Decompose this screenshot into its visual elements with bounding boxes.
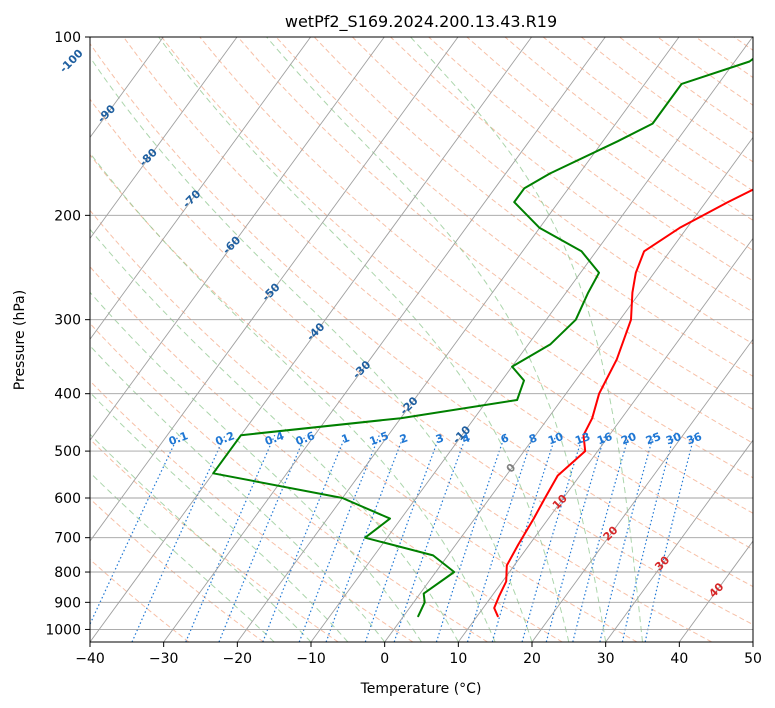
- plot-frame: [89, 36, 754, 643]
- isotherm-line: [90, 37, 385, 441]
- mixing-ratio-line: [644, 435, 695, 642]
- mixing-ratio-label: 6: [499, 431, 511, 446]
- dry-adiabat: [352, 37, 753, 345]
- mixing-ratio-label: 3: [434, 431, 446, 446]
- y-tick-label: 300: [54, 313, 81, 329]
- y-axis-label: Pressure (hPa): [12, 290, 28, 390]
- dry-adiabat: [123, 37, 753, 551]
- mixing-ratio-label: 0.4: [263, 429, 286, 448]
- y-tick-label: 800: [54, 565, 81, 581]
- mixing-ratio-label: 0.2: [214, 429, 237, 448]
- mixing-ratio-label: 1.5: [368, 429, 391, 448]
- moist-adiabat: [90, 228, 459, 642]
- temperature-line: [493, 188, 753, 618]
- isotherm-line: [457, 237, 753, 642]
- isotherm-line: [310, 37, 753, 642]
- x-tick-label: 40: [670, 651, 688, 667]
- mixing-ratio-line: [325, 434, 405, 642]
- x-tick-label: 50: [744, 651, 762, 667]
- y-tick-label: 600: [54, 491, 81, 507]
- mixing-ratio-label: 30: [664, 430, 683, 448]
- y-tick-label: 1000: [45, 622, 81, 638]
- isotherm-line: [163, 37, 606, 642]
- moist-adiabat: [90, 391, 349, 642]
- mixing-ratio-line: [364, 434, 441, 642]
- moist-adiabat: [410, 37, 643, 642]
- y-tick-label: 200: [54, 208, 81, 224]
- dry-adiabat: [90, 42, 753, 588]
- x-tick-label: −30: [149, 651, 179, 667]
- mixing-ratio-line: [572, 435, 630, 642]
- x-tick-label: −20: [223, 651, 253, 667]
- dry-adiabat: [90, 98, 753, 626]
- moist-adiabat: [158, 37, 570, 642]
- y-tick-label: 900: [54, 595, 81, 611]
- x-tick-label: −40: [75, 651, 105, 667]
- dry-adiabat: [275, 37, 753, 411]
- dewpoint-line: [212, 57, 753, 618]
- background-lines: [90, 37, 753, 642]
- x-tick-label: 0: [380, 651, 389, 667]
- moist-adiabat: [90, 471, 275, 642]
- y-axis: 100 200 300 400 500 600 700 800 900 1000: [45, 30, 90, 638]
- mixing-ratio-label: 0.6: [294, 429, 317, 448]
- mixing-ratio-label: 36: [685, 430, 704, 448]
- mixing-ratio-label: 20: [619, 430, 638, 448]
- x-axis-label: Temperature (°C): [360, 681, 482, 697]
- x-tick-label: 30: [597, 651, 615, 667]
- x-axis: −40 −30 −20 −10 0 10 20 30 40 50: [75, 642, 762, 667]
- mixing-ratio-label: 4: [460, 431, 472, 446]
- dry-adiabat: [199, 37, 753, 479]
- mixing-ratio-label: 0.1: [167, 429, 190, 448]
- isotherm-line: [236, 37, 680, 642]
- dry-adiabat: [90, 153, 712, 642]
- y-tick-label: 100: [54, 30, 81, 46]
- dry-adiabat: [90, 209, 638, 642]
- moist-adiabat: [266, 37, 607, 642]
- dry-adiabat: [90, 558, 190, 642]
- moist-adiabat: [90, 56, 533, 642]
- grid-lines: [90, 37, 753, 642]
- x-tick-label: 10: [449, 651, 467, 667]
- mixing-ratio-line: [298, 434, 380, 642]
- mixing-ratio-label: 8: [527, 431, 539, 446]
- moist-adiabat: [90, 152, 496, 642]
- mixing-ratio-label: 13: [573, 430, 592, 447]
- series-lines: [212, 57, 753, 618]
- y-tick-label: 500: [54, 444, 81, 460]
- mixing-ratio-line: [621, 435, 675, 642]
- x-tick-label: −10: [296, 651, 326, 667]
- dry-adiabat: [313, 37, 753, 377]
- isotherm-line: [90, 37, 311, 340]
- mixing-ratio-label: 1: [340, 431, 352, 446]
- chart-title: wetPf2_S169.2024.200.13.43.R19: [285, 12, 557, 32]
- mixing-ratio-line: [521, 435, 584, 642]
- y-tick-label: 700: [54, 531, 81, 547]
- y-tick-label: 400: [54, 387, 81, 403]
- mixing-ratio-line: [185, 434, 276, 642]
- mixing-ratio-label: 10: [546, 430, 565, 448]
- mixing-ratio-line: [262, 434, 347, 642]
- isotherm-line: [90, 37, 532, 642]
- isotherm-line: [90, 37, 459, 542]
- dry-adiabat: [90, 265, 563, 642]
- mixing-ratio-label: 2: [398, 431, 410, 446]
- x-tick-label: 20: [523, 651, 541, 667]
- isotherm-line: [605, 439, 753, 642]
- mixing-ratio-label: 16: [595, 430, 614, 448]
- isotherm-line: [90, 37, 238, 240]
- mixing-ratio-label: 25: [644, 430, 663, 447]
- mixing-ratio-line: [545, 435, 606, 642]
- dry-adiabat: [161, 37, 753, 514]
- moist-adiabat: [90, 345, 386, 642]
